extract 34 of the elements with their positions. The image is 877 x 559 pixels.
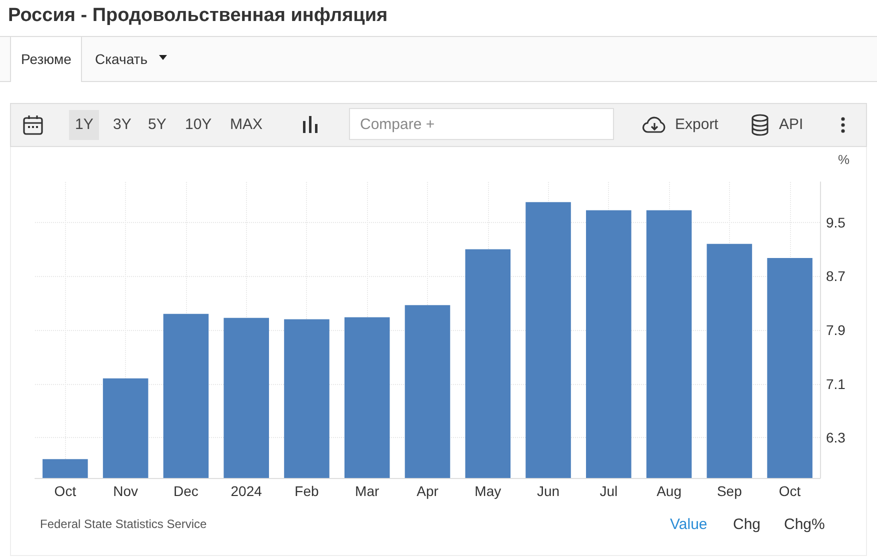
x-tick-label: Sep <box>716 483 742 499</box>
y-tick-label: 6.3 <box>826 430 846 446</box>
y-tick-label: 7.9 <box>826 322 846 338</box>
text: 1Y <box>69 110 100 140</box>
x-tick-label: Feb <box>294 483 320 499</box>
y-tick-label: 7.1 <box>826 376 846 392</box>
chart-title: Россия - Продовольственная инфляция <box>8 5 388 27</box>
y-axis-title: % <box>838 152 850 167</box>
text: Chg% <box>784 516 825 533</box>
text: MAX <box>229 115 264 135</box>
text: Export <box>674 115 720 135</box>
y-tick-label: 9.5 <box>826 214 846 230</box>
text: 5Y <box>147 115 168 135</box>
text: Value <box>670 516 708 533</box>
text: Compare + <box>349 108 614 140</box>
text: Скачать <box>94 50 148 69</box>
x-tick-label: Dec <box>174 483 198 499</box>
text: Chg <box>733 516 761 533</box>
text: API <box>778 115 804 135</box>
text: 3Y <box>112 115 132 135</box>
x-tick-label: Apr <box>416 483 439 499</box>
x-tick-label: Nov <box>113 483 138 499</box>
text: Federal State Statistics Service <box>40 517 207 531</box>
x-tick-label: Oct <box>778 483 801 499</box>
y-tick-label: 8.7 <box>826 268 846 284</box>
x-tick-label: May <box>474 483 502 499</box>
x-tick-label: Oct <box>54 483 76 499</box>
x-tick-label: Aug <box>656 483 682 499</box>
x-tick-label: Jun <box>536 483 560 499</box>
x-tick-label: 2024 <box>230 483 262 499</box>
x-tick-label: Jul <box>600 483 618 499</box>
x-tick-label: Mar <box>355 483 380 499</box>
text: 10Y <box>184 115 213 135</box>
text: Резюме <box>10 37 82 82</box>
